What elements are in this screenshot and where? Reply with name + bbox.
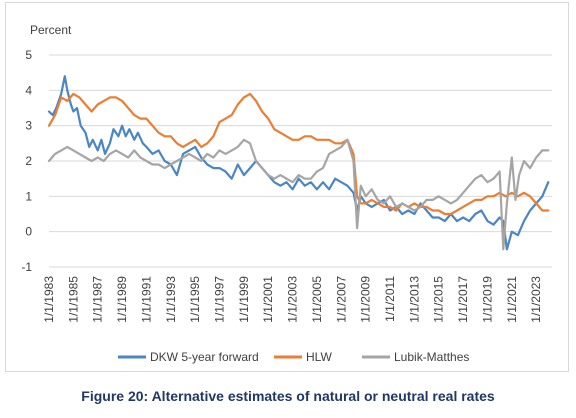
- y-tick-label: -1: [21, 260, 32, 274]
- y-tick-label: 0: [25, 225, 32, 239]
- x-tick-label: 1/1/2009: [359, 276, 373, 323]
- y-tick-label: 5: [25, 48, 32, 62]
- x-tick-label: 1/1/1987: [91, 276, 105, 323]
- chart-frame: Percent -1 0 1 2 3 4 5 1/1/1983 1/1/1985 1/1/198…: [5, 2, 569, 372]
- x-tick-label: 1/1/1983: [42, 276, 56, 323]
- x-tick-label: 1/1/2019: [480, 276, 494, 323]
- x-tick-label: 1/1/2001: [261, 276, 275, 323]
- x-tick-label: 1/1/1999: [237, 276, 251, 323]
- x-tick-labels: 1/1/1983 1/1/1985 1/1/1987 1/1/1989 1/1/1991…: [42, 276, 543, 323]
- series-line-1: [47, 92, 550, 216]
- x-tick-label: 1/1/1995: [188, 276, 202, 323]
- x-tick-label: 1/1/1993: [164, 276, 178, 323]
- x-tick-label: 1/1/1989: [115, 276, 129, 323]
- x-tick-label: 1/1/2003: [286, 276, 300, 323]
- x-tick-label: 1/1/1985: [66, 276, 80, 323]
- legend: DKW 5-year forward HLW Lubik-Matthes: [118, 350, 469, 364]
- series-line-2: [47, 138, 550, 251]
- y-tick-label: 1: [25, 189, 32, 203]
- y-tick-label: 2: [25, 154, 32, 168]
- x-tick-label: 1/1/1991: [139, 276, 153, 323]
- legend-label-0: DKW 5-year forward: [150, 350, 259, 364]
- grid: [49, 54, 552, 268]
- series-lines: [47, 75, 550, 251]
- x-tick-label: 1/1/2011: [383, 276, 397, 322]
- x-tick-label: 1/1/1997: [213, 276, 227, 323]
- y-tick-label: 4: [25, 83, 32, 97]
- x-tick-label: 1/1/2015: [432, 276, 446, 323]
- figure-caption: Figure 20: Alternative estimates of natu…: [81, 388, 495, 404]
- x-tick-label: 1/1/2007: [334, 276, 348, 323]
- y-tick-label: 3: [25, 119, 32, 133]
- y-axis-label: Percent: [30, 23, 72, 37]
- series-line-0: [47, 75, 550, 251]
- y-tick-labels: -1 0 1 2 3 4 5: [21, 48, 32, 274]
- x-tick-label: 1/1/2021: [505, 276, 519, 323]
- x-tick-label: 1/1/2005: [310, 276, 324, 323]
- x-tick-label: 1/1/2023: [529, 276, 543, 323]
- x-tick-label: 1/1/2013: [407, 276, 421, 323]
- x-tick-label: 1/1/2017: [456, 276, 470, 323]
- legend-label-1: HLW: [306, 350, 332, 364]
- legend-label-2: Lubik-Matthes: [394, 350, 469, 364]
